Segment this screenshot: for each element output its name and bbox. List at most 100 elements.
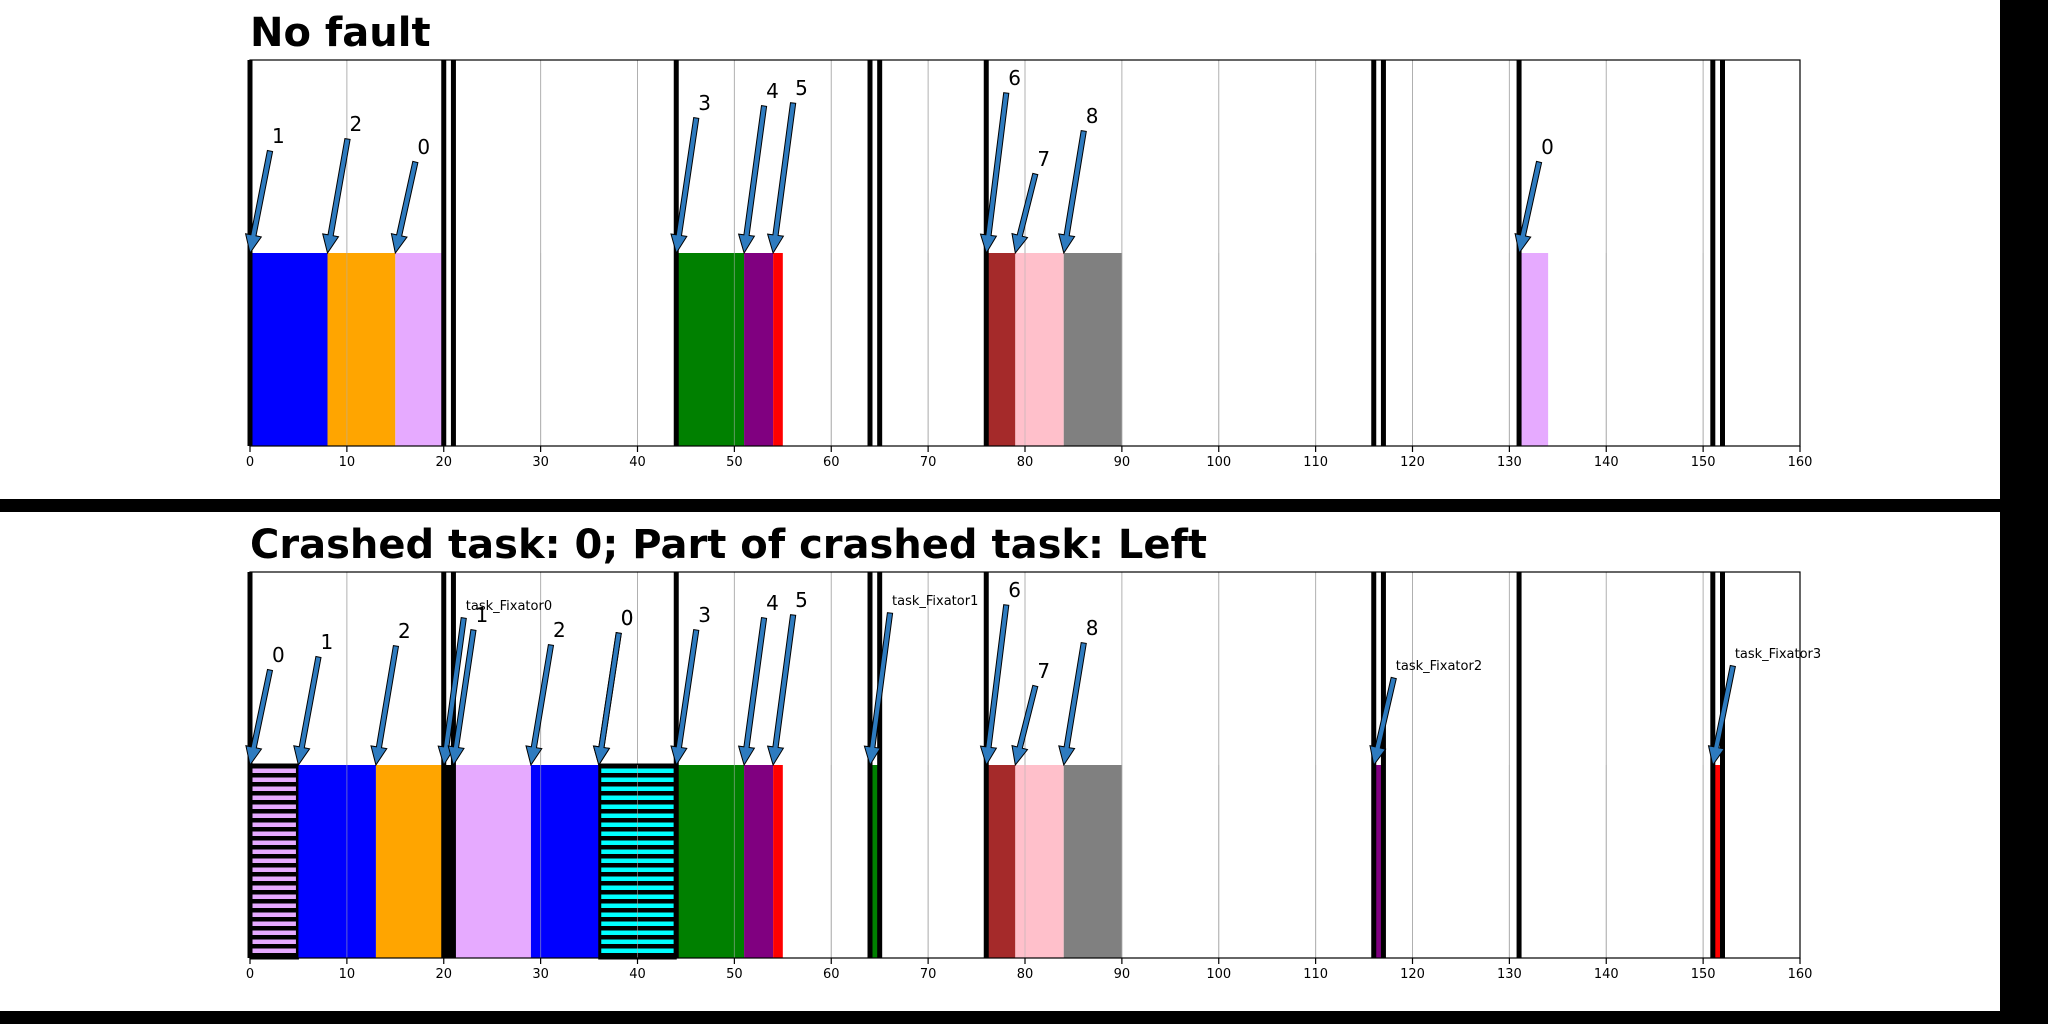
task-segment <box>530 765 599 958</box>
x-tick-label: 40 <box>629 455 646 470</box>
annotation-label: 3 <box>698 603 711 627</box>
task-segment <box>1373 765 1384 958</box>
x-tick-label: 150 <box>1691 967 1716 982</box>
annotation-label: 0 <box>621 606 634 630</box>
x-tick-label: 100 <box>1206 455 1231 470</box>
x-tick-label: 110 <box>1303 967 1328 982</box>
x-tick-label: 30 <box>532 455 549 470</box>
annotation-label: 5 <box>795 76 808 100</box>
annotation-arrow <box>1011 684 1039 767</box>
x-tick-label: 40 <box>629 967 646 982</box>
x-tick-label: 70 <box>920 967 937 982</box>
x-tick-label: 80 <box>1017 455 1034 470</box>
x-tick-label: 60 <box>823 455 840 470</box>
task-segment <box>1712 765 1723 958</box>
task-segment <box>298 765 376 958</box>
x-tick-label: 150 <box>1691 455 1716 470</box>
annotation-label: task_Fixator0 <box>466 599 552 614</box>
annotation-arrow <box>737 105 768 255</box>
x-tick-label: 80 <box>1017 967 1034 982</box>
x-tick-label: 10 <box>339 967 356 982</box>
annotation-arrow <box>293 655 322 767</box>
x-tick-label: 130 <box>1497 967 1522 982</box>
x-tick-label: 90 <box>1114 967 1131 982</box>
chart-crashed-task: 0 10 20 30 40 50 60 70 80 90 100 110 120 130 140 150 160… <box>245 571 1821 982</box>
annotation-arrow <box>322 138 351 255</box>
annotation-arrow <box>766 614 797 767</box>
annotation-arrow <box>1011 172 1039 255</box>
task-segment <box>870 765 880 958</box>
task-segment <box>250 253 328 446</box>
task-segment <box>443 765 454 958</box>
annotation-label: 4 <box>766 591 779 615</box>
annotation-label: 5 <box>795 588 808 612</box>
annotation-label: 3 <box>698 91 711 115</box>
task-segment <box>327 253 396 446</box>
annotation-label: 6 <box>1008 66 1021 90</box>
x-tick-label: 0 <box>246 455 254 470</box>
x-tick-label: 20 <box>435 967 452 982</box>
task-segment <box>744 765 774 958</box>
task-segment-hatch <box>250 765 299 958</box>
annotation-label: 0 <box>621 606 634 630</box>
annotation-label: 2 <box>398 619 411 643</box>
x-tick-label: 70 <box>920 455 937 470</box>
annotation-label: 0 <box>417 135 430 159</box>
annotation-label: 0 <box>1541 135 1554 159</box>
annotation-arrow <box>670 117 700 255</box>
annotation-arrow <box>370 645 400 767</box>
annotation-arrow <box>245 668 274 767</box>
chart-panel-crashed-task: Crashed task: 0; Part of crashed task: L… <box>0 512 2000 1011</box>
annotation-arrow <box>244 149 274 255</box>
annotation-label: 1 <box>272 124 285 148</box>
x-tick-label: 160 <box>1788 967 1813 982</box>
x-tick-label: 100 <box>1206 967 1231 982</box>
annotation-arrow <box>979 92 1010 255</box>
x-tick-label: 120 <box>1400 967 1425 982</box>
x-tick-label: 10 <box>339 455 356 470</box>
x-tick-label: 50 <box>726 967 743 982</box>
task-segment <box>744 253 774 446</box>
task-segment <box>773 253 783 446</box>
annotation-label: task_Fixator2 <box>1396 659 1482 674</box>
annotation-label: task_Fixator3 <box>1735 647 1821 662</box>
annotation-arrow <box>979 604 1010 767</box>
annotation-arrow <box>1058 642 1087 767</box>
annotation-label: 6 <box>1008 578 1021 602</box>
annotation-label: 1 <box>475 603 488 627</box>
task-segment <box>676 253 745 446</box>
annotation-label: 8 <box>1086 104 1099 128</box>
task-segment <box>676 765 745 958</box>
annotation-arrow <box>525 644 555 767</box>
annotation-arrow <box>766 102 797 255</box>
annotation-label: 0 <box>272 643 285 667</box>
task-segment <box>986 253 1016 446</box>
annotation-label: 8 <box>1086 616 1099 640</box>
annotation-label: 2 <box>350 112 363 136</box>
annotation-label: 7 <box>1037 147 1050 171</box>
annotation-label: 7 <box>1037 659 1050 683</box>
chart-title: Crashed task: 0; Part of crashed task: L… <box>250 522 1208 568</box>
task-segment <box>986 765 1016 958</box>
task-segment <box>1063 253 1122 446</box>
x-tick-label: 0 <box>246 967 254 982</box>
x-tick-label: 20 <box>435 455 452 470</box>
task-segment <box>773 765 783 958</box>
chart-panel-no-fault: No fault 0 10 20 30 40 50 60 70 80 90 100 110 120 130… <box>0 0 2000 499</box>
x-tick-label: 30 <box>532 967 549 982</box>
task-segment <box>1063 765 1122 958</box>
annotation-arrow <box>592 632 622 767</box>
task-segment <box>1519 253 1549 446</box>
x-tick-label: 140 <box>1594 455 1619 470</box>
x-tick-label: 140 <box>1594 967 1619 982</box>
task-segment <box>453 765 531 958</box>
x-tick-label: 110 <box>1303 455 1328 470</box>
x-tick-label: 90 <box>1114 455 1131 470</box>
task-segment <box>375 765 444 958</box>
chart-title: No fault <box>250 10 431 56</box>
annotation-label: 1 <box>320 630 333 654</box>
annotation-arrow <box>437 617 467 767</box>
annotation-arrow <box>1369 676 1397 767</box>
x-tick-label: 130 <box>1497 455 1522 470</box>
annotation-arrow <box>1058 130 1087 255</box>
